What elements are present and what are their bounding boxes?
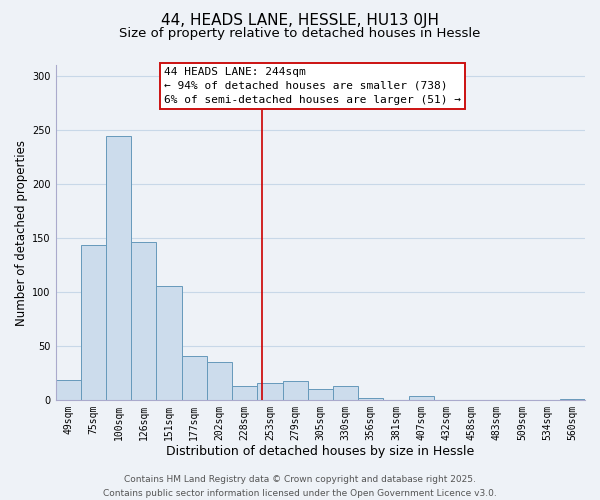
Bar — [333, 386, 358, 400]
Bar — [560, 399, 585, 400]
Bar — [308, 390, 333, 400]
Y-axis label: Number of detached properties: Number of detached properties — [15, 140, 28, 326]
Bar — [182, 356, 207, 400]
Bar — [358, 398, 383, 400]
Text: 44, HEADS LANE, HESSLE, HU13 0JH: 44, HEADS LANE, HESSLE, HU13 0JH — [161, 12, 439, 28]
Bar — [409, 396, 434, 400]
Bar — [232, 386, 257, 400]
Text: Size of property relative to detached houses in Hessle: Size of property relative to detached ho… — [119, 28, 481, 40]
Bar — [207, 362, 232, 400]
Bar — [106, 136, 131, 400]
Text: Contains HM Land Registry data © Crown copyright and database right 2025.
Contai: Contains HM Land Registry data © Crown c… — [103, 476, 497, 498]
Bar — [56, 380, 81, 400]
Bar — [81, 244, 106, 400]
Bar — [157, 286, 182, 400]
Bar — [283, 381, 308, 400]
Bar — [257, 383, 283, 400]
X-axis label: Distribution of detached houses by size in Hessle: Distribution of detached houses by size … — [166, 444, 475, 458]
Bar — [131, 242, 157, 400]
Text: 44 HEADS LANE: 244sqm
← 94% of detached houses are smaller (738)
6% of semi-deta: 44 HEADS LANE: 244sqm ← 94% of detached … — [164, 66, 461, 104]
